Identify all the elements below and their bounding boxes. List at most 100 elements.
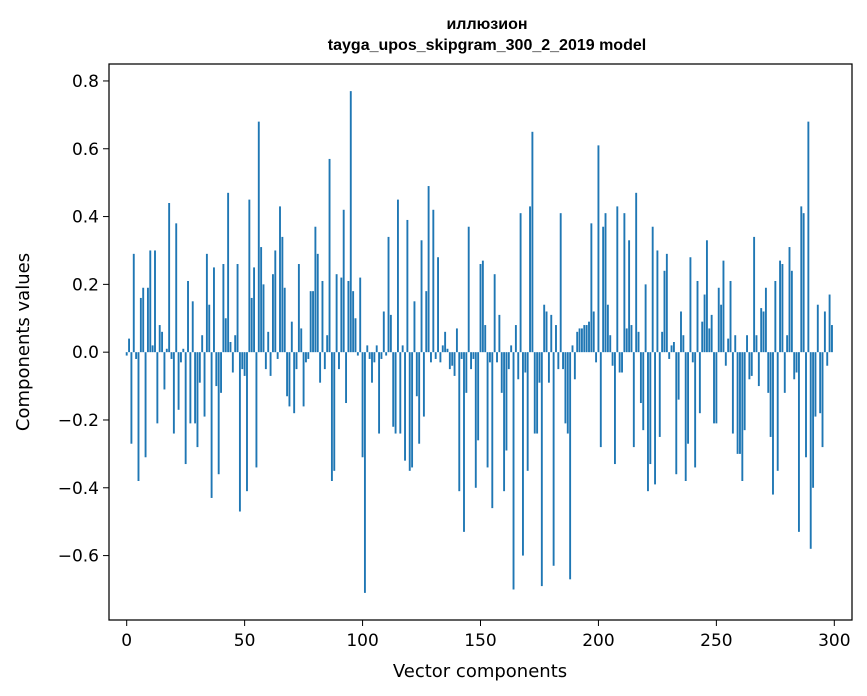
bar-134	[441, 345, 444, 353]
bar-283	[793, 352, 796, 380]
bar-75	[302, 352, 305, 407]
y-tick-label-5: 0.4	[72, 208, 99, 228]
bar-131	[434, 352, 437, 359]
bar-69	[288, 352, 291, 407]
y-tick-label-3: 0.0	[72, 343, 99, 363]
x-tick-label-3: 150	[464, 631, 496, 651]
bar-171	[529, 206, 531, 353]
bar-157	[496, 352, 498, 363]
bar-140	[455, 328, 458, 353]
bar-179	[547, 352, 550, 383]
x-tick-label-5: 250	[700, 631, 732, 651]
bar-188	[569, 352, 572, 580]
bar-199	[595, 352, 598, 363]
bar-280	[786, 335, 789, 353]
bar-124	[418, 352, 421, 444]
bar-222	[649, 352, 652, 465]
bar-133	[439, 352, 442, 363]
bar-299	[831, 325, 833, 353]
bar-100	[361, 352, 364, 458]
bar-213	[628, 240, 631, 353]
bar-239	[689, 257, 692, 353]
bar-209	[618, 352, 621, 373]
bar-112	[389, 314, 392, 353]
bar-74	[300, 328, 303, 353]
bar-289	[807, 121, 810, 353]
bar-204	[606, 304, 609, 353]
bar-49	[241, 352, 244, 370]
bar-130	[432, 209, 435, 353]
bar-232	[672, 342, 675, 353]
bar-125	[420, 240, 423, 353]
bar-258	[734, 335, 737, 353]
bar-37	[213, 267, 215, 353]
bar-87	[330, 352, 333, 481]
bar-206	[611, 352, 614, 366]
bar-259	[736, 352, 739, 454]
bar-3	[132, 253, 135, 353]
bar-102	[366, 345, 369, 353]
bar-221	[647, 352, 649, 492]
bar-247	[708, 328, 711, 353]
bar-279	[783, 352, 786, 393]
bar-36	[210, 352, 213, 498]
y-tick-label-1: −0.4	[58, 479, 99, 499]
y-axis-label: Components values	[13, 253, 34, 431]
bar-263	[746, 335, 748, 353]
bar-81	[316, 253, 319, 353]
bar-41	[222, 264, 225, 353]
bar-252	[720, 304, 723, 353]
bar-278	[781, 264, 784, 353]
bar-184	[559, 213, 562, 353]
bar-60	[267, 331, 270, 353]
bar-214	[630, 325, 633, 353]
bar-264	[748, 352, 751, 380]
bar-52	[248, 199, 251, 353]
bar-70	[290, 321, 293, 353]
bar-series	[125, 91, 833, 593]
bar-242	[696, 280, 699, 353]
x-tick-label-4: 200	[582, 631, 614, 651]
bar-182	[555, 325, 557, 353]
bar-51	[246, 352, 248, 492]
bar-256	[729, 280, 732, 353]
bar-287	[802, 213, 805, 353]
bar-116	[399, 352, 402, 434]
bar-158	[498, 314, 501, 353]
bar-97	[354, 318, 357, 353]
bar-113	[392, 352, 395, 427]
bar-19	[170, 352, 173, 359]
bar-211	[623, 213, 626, 353]
bar-226	[658, 352, 661, 437]
bar-136	[446, 348, 449, 353]
chart-title-line1: иллюзион	[446, 16, 527, 33]
bar-143	[463, 352, 465, 532]
bar-191	[576, 331, 579, 353]
bar-32	[201, 335, 204, 353]
bar-197	[590, 223, 593, 353]
bar-153	[486, 352, 489, 468]
bar-174	[536, 352, 539, 434]
bar-146	[470, 352, 473, 370]
bar-21	[175, 223, 178, 353]
bar-177	[543, 304, 546, 353]
bar-292	[814, 352, 817, 417]
bar-30	[196, 352, 199, 448]
bar-108	[380, 352, 383, 359]
bar-294	[819, 352, 822, 414]
bar-297	[826, 352, 829, 366]
bar-18	[168, 203, 171, 353]
x-tick-label-2: 100	[346, 631, 378, 651]
y-tick-label-6: 0.6	[72, 140, 99, 160]
bar-8	[144, 352, 147, 458]
bar-281	[788, 247, 791, 353]
bar-94	[347, 280, 350, 353]
bar-235	[680, 311, 682, 353]
y-tick-label-7: 0.8	[72, 72, 99, 92]
bar-202	[602, 226, 605, 353]
bar-105	[373, 352, 376, 363]
bar-59	[264, 352, 267, 370]
bar-276	[776, 352, 779, 471]
bar-45	[231, 352, 234, 373]
bar-126	[422, 352, 425, 417]
